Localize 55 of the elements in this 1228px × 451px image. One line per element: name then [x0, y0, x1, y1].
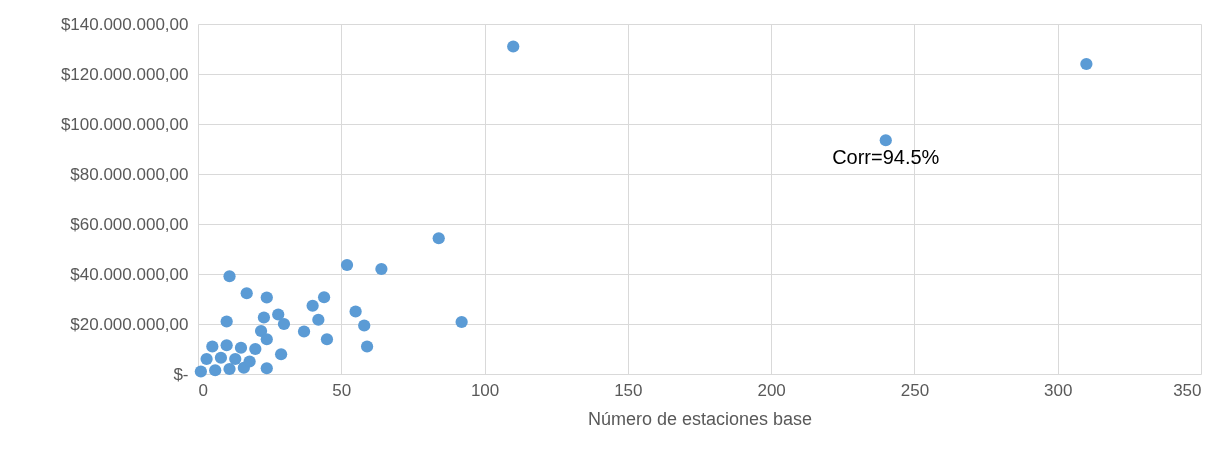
point — [234, 341, 248, 354]
point — [194, 365, 207, 378]
point — [375, 262, 388, 276]
point — [349, 305, 362, 318]
point — [274, 348, 288, 361]
y-tick-label: $- — [173, 364, 189, 384]
point — [432, 232, 445, 245]
point — [320, 333, 334, 346]
point — [260, 291, 273, 304]
point — [306, 299, 319, 312]
point — [297, 325, 311, 338]
point — [220, 315, 233, 328]
point — [240, 287, 253, 300]
y-tick-label: $140.000.000,00 — [60, 14, 189, 34]
point — [455, 315, 468, 329]
point — [312, 313, 325, 326]
point — [257, 311, 271, 324]
point — [223, 270, 236, 283]
y-tick-label: $40.000.000,00 — [70, 264, 189, 284]
x-tick-label: 250 — [900, 380, 930, 400]
x-tick-label: 300 — [1044, 380, 1073, 400]
point — [249, 342, 262, 356]
x-tick-label: 200 — [757, 380, 786, 400]
point — [277, 317, 291, 331]
point — [260, 362, 273, 375]
point — [317, 291, 331, 304]
y-tick-label: $20.000.000,00 — [70, 314, 189, 334]
x-tick-label: 100 — [470, 380, 500, 400]
x-tick-label: 0 — [198, 380, 208, 400]
annotation: Corr=94.5% — [832, 146, 940, 169]
y-tick-label: $80.000.000,00 — [70, 164, 189, 184]
point — [243, 355, 256, 368]
x-axis-title: Número de estaciones base — [587, 408, 813, 429]
point — [229, 352, 242, 366]
y-tick-label: $120.000.000,00 — [60, 64, 189, 84]
point — [360, 340, 374, 353]
point — [206, 340, 219, 353]
point — [272, 308, 285, 321]
point — [223, 362, 236, 376]
y-tick-label: $60.000.000,00 — [70, 214, 189, 234]
y-tick-label: $100.000.000,00 — [60, 114, 189, 134]
point — [507, 40, 520, 53]
point — [340, 258, 354, 272]
point — [200, 352, 213, 366]
x-tick-label: 150 — [614, 380, 643, 400]
point — [254, 324, 268, 338]
x-tick-label: 50 — [332, 380, 352, 400]
point — [220, 339, 233, 352]
point — [879, 134, 892, 147]
point — [260, 333, 273, 346]
point — [214, 351, 228, 364]
x-tick-label: 350 — [1173, 380, 1202, 400]
point — [1080, 57, 1093, 71]
point — [358, 319, 371, 332]
point — [209, 364, 222, 377]
